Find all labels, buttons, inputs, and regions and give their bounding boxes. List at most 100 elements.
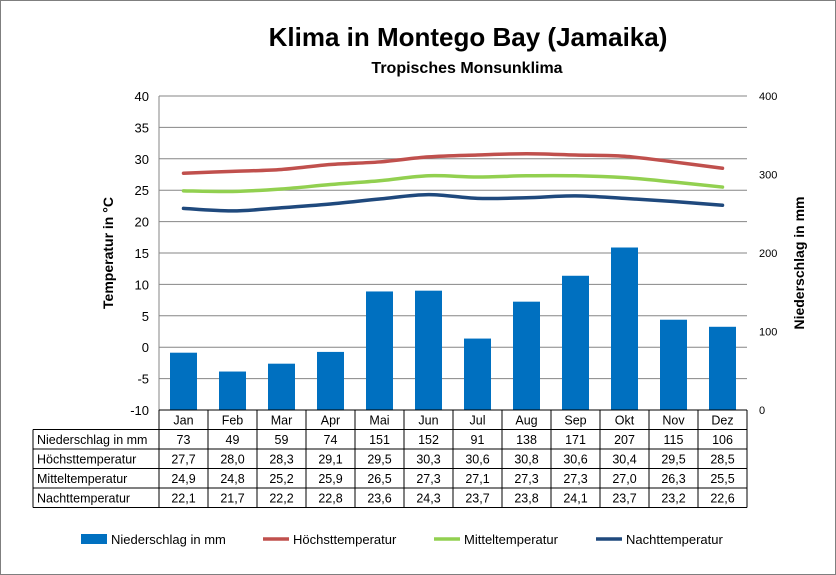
y-left-tick-label: -5 (137, 372, 149, 387)
table-cell-value: 27,0 (612, 472, 636, 486)
table-cell-value: 22,1 (171, 492, 195, 506)
table-row-label: Höchsttemperatur (37, 453, 136, 467)
table-cell-value: 24,3 (416, 492, 440, 506)
table-cell-value: 30,6 (465, 453, 489, 467)
x-category-label: Aug (515, 414, 537, 428)
table-cell-value: 27,3 (514, 472, 538, 486)
table-cell-value: 26,3 (661, 472, 685, 486)
x-category-label: Apr (321, 414, 340, 428)
legend-label: Niederschlag in mm (111, 532, 226, 547)
line-mitteltemperatur (181, 173, 725, 194)
table-cell-value: 25,9 (318, 472, 342, 486)
x-category-label: Jul (470, 414, 486, 428)
y-right-tick-label: 0 (759, 405, 765, 417)
chart-subtitle: Tropisches Monsunklima (371, 60, 563, 77)
table-cell-value: 23,2 (661, 492, 685, 506)
y-left-tick-label: 30 (135, 152, 149, 167)
table-cell-value: 27,1 (465, 472, 489, 486)
table-cell-value: 29,5 (661, 453, 685, 467)
table-cell-value: 207 (614, 433, 635, 447)
legend-label: Mitteltemperatur (464, 532, 559, 547)
table-row-label: Nachttemperatur (37, 492, 130, 506)
bar-niederschlag (464, 338, 491, 410)
y-left-tick-label: 40 (135, 89, 149, 104)
y-left-tick-label: 25 (135, 183, 149, 198)
table-cell-value: 152 (418, 433, 439, 447)
table-cell-value: 23,8 (514, 492, 538, 506)
table-cell-value: 171 (565, 433, 586, 447)
table-cell-value: 151 (369, 433, 390, 447)
table-cell-value: 27,3 (416, 472, 440, 486)
y-right-tick-label: 400 (759, 91, 777, 103)
table-cell-value: 49 (226, 433, 240, 447)
y-right-tick-label: 100 (759, 327, 777, 339)
table-cell-value: 24,9 (171, 472, 195, 486)
x-category-label: Nov (662, 414, 685, 428)
x-category-label: Okt (615, 414, 635, 428)
table-cell-value: 28,3 (269, 453, 293, 467)
bar-niederschlag (415, 290, 442, 410)
table-cell-value: 73 (177, 433, 191, 447)
bar-niederschlag (317, 351, 344, 410)
table-cell-value: 27,7 (171, 453, 195, 467)
y-left-tick-label: 15 (135, 246, 149, 261)
table-cell-value: 26,5 (367, 472, 391, 486)
y-left-tick-label: 20 (135, 215, 149, 230)
y-right-tick-label: 200 (759, 248, 777, 260)
table-cell-value: 29,5 (367, 453, 391, 467)
line-höchsttemperatur (181, 152, 725, 175)
table-cell-value: 30,4 (612, 453, 636, 467)
table-cell-value: 27,3 (563, 472, 587, 486)
y-right-tick-label: 300 (759, 170, 777, 182)
y-left-tick-label: 5 (142, 309, 149, 324)
table-cell-value: 24,8 (220, 472, 244, 486)
table-row-label: Mitteltemperatur (37, 472, 127, 486)
chart-title: Klima in Montego Bay (Jamaika) (268, 22, 668, 52)
x-category-label: Jan (173, 414, 193, 428)
y-left-tick-label: 35 (135, 120, 149, 135)
table-cell-value: 74 (324, 433, 338, 447)
x-category-label: Jun (418, 414, 438, 428)
table-cell-value: 22,2 (269, 492, 293, 506)
bar-niederschlag (513, 301, 540, 410)
table-cell-value: 21,7 (220, 492, 244, 506)
table-cell-value: 59 (275, 433, 289, 447)
table-cell-value: 25,5 (710, 472, 734, 486)
y-left-axis-title: Temperatur in °C (100, 197, 116, 309)
legend-label: Nachttemperatur (626, 532, 723, 547)
table-row-label: Niederschlag in mm (37, 433, 147, 447)
x-category-label: Mar (271, 414, 293, 428)
table-cell-value: 138 (516, 433, 537, 447)
x-category-label: Feb (222, 414, 244, 428)
bar-niederschlag (268, 363, 295, 410)
bar-niederschlag (611, 247, 638, 410)
bar-niederschlag (660, 319, 687, 410)
table-cell-value: 29,1 (318, 453, 342, 467)
table-cell-value: 30,6 (563, 453, 587, 467)
bar-niederschlag (366, 291, 393, 410)
table-cell-value: 25,2 (269, 472, 293, 486)
bar-niederschlag (709, 326, 736, 410)
table-cell-value: 30,8 (514, 453, 538, 467)
legend-label: Höchsttemperatur (293, 532, 397, 547)
table-cell-value: 24,1 (563, 492, 587, 506)
table-cell-value: 30,3 (416, 453, 440, 467)
table-cell-value: 22,6 (710, 492, 734, 506)
table-cell-value: 23,7 (612, 492, 636, 506)
y-left-tick-label: 10 (135, 277, 149, 292)
table-cell-value: 115 (664, 433, 684, 447)
table-cell-value: 91 (471, 433, 485, 447)
y-right-axis-title: Niederschlag in mm (791, 196, 807, 329)
table-cell-value: 22,8 (318, 492, 342, 506)
table-cell-value: 106 (712, 433, 733, 447)
table-cell-value: 28,5 (710, 453, 734, 467)
table-cell-value: 23,6 (367, 492, 391, 506)
line-nachttemperatur (181, 192, 725, 213)
bar-niederschlag (219, 371, 246, 410)
bar-niederschlag (170, 352, 197, 410)
y-left-tick-label: 0 (142, 340, 149, 355)
table-cell-value: 28,0 (220, 453, 244, 467)
y-left-tick-label: -10 (130, 403, 149, 418)
x-category-label: Mai (369, 414, 389, 428)
